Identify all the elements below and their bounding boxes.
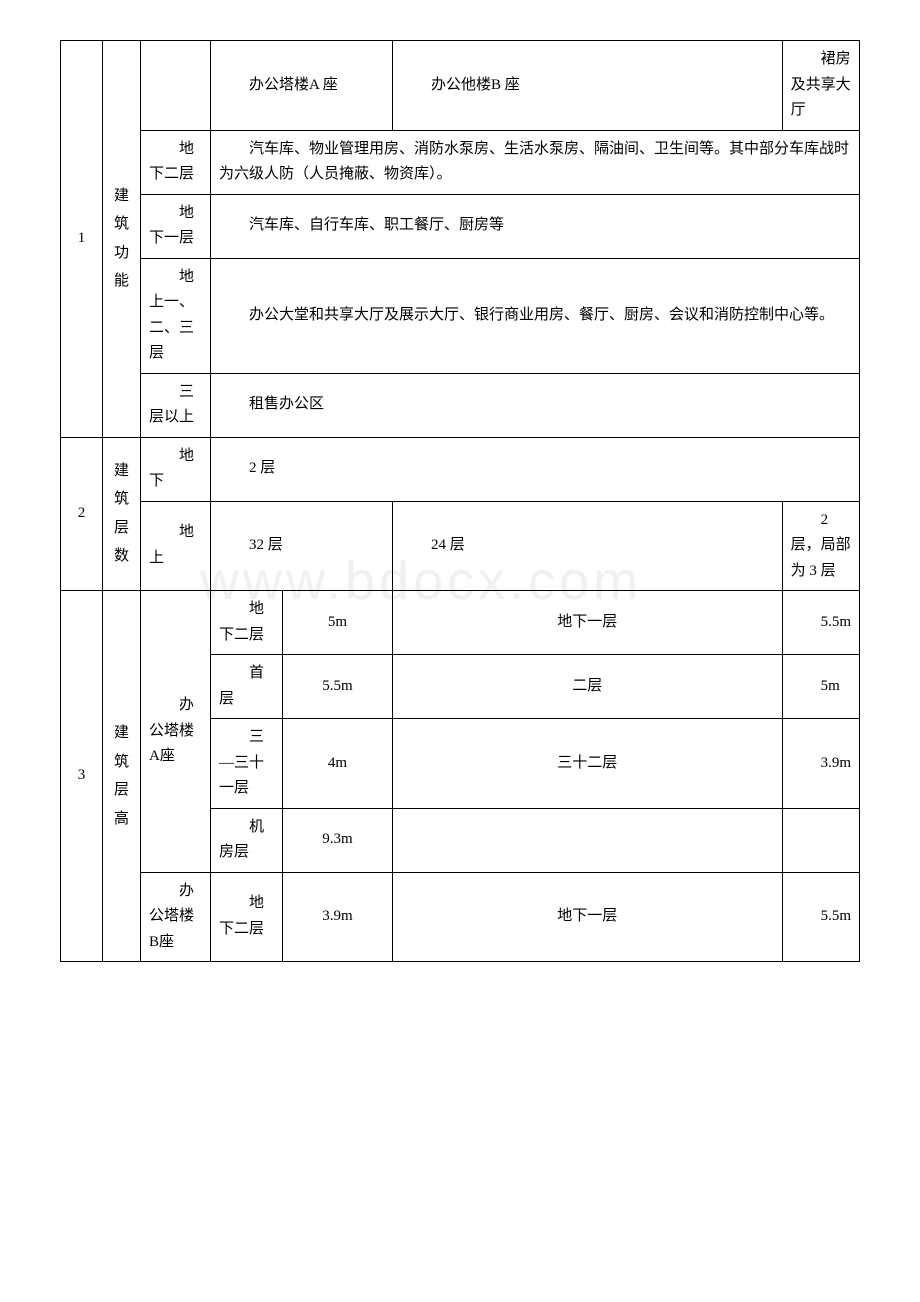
category-cell: 建筑功能 [103, 41, 141, 438]
floor-label: 三层以上 [141, 373, 211, 437]
value-cell: 2 层 [211, 437, 860, 501]
header-col-b: 办公他楼B 座 [393, 41, 783, 131]
category-cell: 建筑层高 [103, 591, 141, 962]
cell: 地下一层 [393, 872, 783, 962]
floor-desc: 办公大堂和共享大厅及展示大厅、银行商业用房、餐厅、厨房、会议和消防控制中心等。 [211, 258, 860, 373]
category-label: 建筑层高 [111, 719, 132, 833]
table-row: 三层以上 租售办公区 [61, 373, 860, 437]
value-cell: 24 层 [393, 501, 783, 591]
table-row: 地下一层 汽车库、自行车库、职工餐厅、厨房等 [61, 194, 860, 258]
floor-desc: 租售办公区 [211, 373, 860, 437]
cell: 三—三十一层 [211, 719, 283, 809]
table-row: 地上一、二、三层 办公大堂和共享大厅及展示大厅、银行商业用房、餐厅、厨房、会议和… [61, 258, 860, 373]
cell: 首层 [211, 655, 283, 719]
cell [782, 808, 859, 872]
table-row: 地下二层 汽车库、物业管理用房、消防水泵房、生活水泵房、隔油间、卫生间等。其中部… [61, 130, 860, 194]
table-row: 办公塔楼 B座 地下二层 3.9m 地下一层 5.5m [61, 872, 860, 962]
table-row: 2 建筑层数 地下 2 层 [61, 437, 860, 501]
cell: 5.5m [782, 872, 859, 962]
header-col-c: 裙房及共享大厅 [782, 41, 859, 131]
cell: 5m [782, 655, 859, 719]
cell: 3.9m [283, 872, 393, 962]
category-cell: 建筑层数 [103, 437, 141, 591]
category-label: 建筑功能 [111, 182, 132, 296]
floor-desc: 汽车库、物业管理用房、消防水泵房、生活水泵房、隔油间、卫生间等。其中部分车库战时… [211, 130, 860, 194]
cell: 9.3m [283, 808, 393, 872]
table-row: 1 建筑功能 办公塔楼A 座 办公他楼B 座 裙房及共享大厅 [61, 41, 860, 131]
blank-cell [141, 41, 211, 131]
group-label: 办公塔楼 A座 [141, 591, 211, 873]
cell [393, 808, 783, 872]
group-label: 办公塔楼 B座 [141, 872, 211, 962]
row-index: 2 [61, 437, 103, 591]
cell: 地下二层 [211, 872, 283, 962]
cell: 二层 [393, 655, 783, 719]
header-col-a: 办公塔楼A 座 [211, 41, 393, 131]
spec-table: 1 建筑功能 办公塔楼A 座 办公他楼B 座 裙房及共享大厅 地下二层 汽车库、… [60, 40, 860, 962]
floor-desc: 汽车库、自行车库、职工餐厅、厨房等 [211, 194, 860, 258]
cell: 机房层 [211, 808, 283, 872]
floor-label: 地上一、二、三层 [141, 258, 211, 373]
table-row: 3 建筑层高 办公塔楼 A座 地下二层 5m 地下一层 5.5m [61, 591, 860, 655]
cell: 地下一层 [393, 591, 783, 655]
cell: 3.9m [782, 719, 859, 809]
floor-label: 地下一层 [141, 194, 211, 258]
value-cell: 32 层 [211, 501, 393, 591]
cell: 4m [283, 719, 393, 809]
cell: 5.5m [283, 655, 393, 719]
document-page: www.bdocx.com 1 建筑功能 办公塔楼A 座 办公他楼B 座 裙房及… [60, 40, 860, 962]
floor-label: 地下二层 [141, 130, 211, 194]
sublabel: 地下 [141, 437, 211, 501]
category-label: 建筑层数 [111, 457, 132, 571]
cell: 5m [283, 591, 393, 655]
cell: 5.5m [782, 591, 859, 655]
value-cell: 2 层，局部为 3 层 [782, 501, 859, 591]
sublabel: 地上 [141, 501, 211, 591]
row-index: 3 [61, 591, 103, 962]
row-index: 1 [61, 41, 103, 438]
cell: 三十二层 [393, 719, 783, 809]
cell: 地下二层 [211, 591, 283, 655]
table-row: 地上 32 层 24 层 2 层，局部为 3 层 [61, 501, 860, 591]
